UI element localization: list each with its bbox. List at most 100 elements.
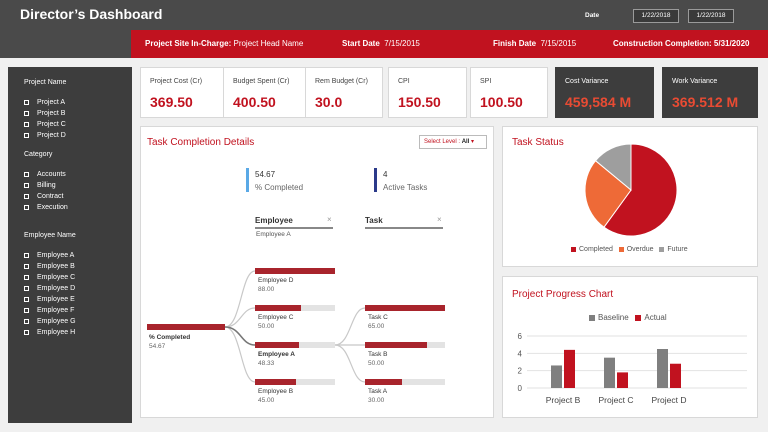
task-completion-title: Task Completion Details	[147, 137, 255, 148]
employee-option[interactable]: Employee B	[24, 263, 75, 270]
option-label: Employee F	[37, 307, 75, 314]
kpi-label: Project Cost (Cr)	[150, 78, 203, 85]
bar-actual[interactable]	[564, 349, 575, 388]
kpi-value: 369.50	[150, 94, 193, 110]
category-option[interactable]: Execution	[24, 204, 68, 211]
employee-option[interactable]: Employee H	[24, 329, 75, 336]
x-category-label: Project D	[652, 395, 687, 405]
category-option[interactable]: Billing	[24, 182, 56, 189]
task-bar[interactable]	[365, 342, 445, 348]
connector-active	[224, 326, 256, 346]
checkbox-icon	[24, 319, 29, 324]
task-label: Task C	[368, 314, 388, 321]
kpi-value: 369.512 M	[672, 94, 739, 110]
legend-label: Overdue	[626, 246, 654, 253]
kpi-cpi: CPI 150.50	[388, 67, 467, 118]
legend-swatch-actual	[635, 314, 642, 321]
connector	[334, 344, 366, 383]
checkbox-icon	[24, 172, 29, 177]
project-option[interactable]: Project A	[24, 99, 65, 106]
bar-baseline[interactable]	[551, 365, 562, 388]
project-option[interactable]: Project C	[24, 121, 66, 128]
task-status-panel: Task Status Completed Overdue Future	[502, 126, 758, 267]
employee-option[interactable]: Employee F	[24, 307, 74, 314]
option-label: Accounts	[37, 171, 66, 178]
start-date-value: 7/15/2015	[384, 39, 420, 48]
employee-option[interactable]: Employee D	[24, 285, 75, 292]
checkbox-icon	[24, 308, 29, 313]
employee-label: Employee C	[258, 314, 294, 321]
date-to-input[interactable]: 1/22/2018	[688, 9, 734, 23]
connector	[334, 307, 366, 346]
bar-fill	[365, 342, 427, 348]
kpi-spi: SPI 100.50	[470, 67, 548, 118]
employee-value: 50.00	[258, 323, 275, 330]
bar-fill	[255, 379, 296, 385]
root-bar[interactable]	[147, 324, 225, 330]
employee-label: Employee B	[258, 388, 294, 395]
employee-label: Employee A	[258, 351, 295, 358]
y-tick-label: 4	[518, 349, 523, 358]
kpi-label: SPI	[480, 78, 492, 85]
pie-slice-completed[interactable]	[603, 143, 678, 237]
bar-actual[interactable]	[617, 372, 628, 388]
x-category-label: Project C	[599, 395, 634, 405]
project-option[interactable]: Project D	[24, 132, 66, 139]
percent-completed-value: 54.67	[255, 170, 276, 179]
category-option[interactable]: Contract	[24, 193, 63, 200]
employee-bar-selected[interactable]	[255, 342, 335, 348]
kpi-value: 459,584 M	[565, 94, 632, 110]
category-heading: Category	[24, 151, 53, 158]
project-option[interactable]: Project B	[24, 110, 65, 117]
task-label: Task B	[368, 351, 388, 358]
employee-bar[interactable]	[255, 305, 335, 311]
project-progress-panel: Project Progress Chart Baseline Actual 0…	[502, 276, 758, 418]
employee-option[interactable]: Employee G	[24, 318, 76, 325]
employee-option[interactable]: Employee E	[24, 296, 75, 303]
date-from-input[interactable]: 1/22/2018	[633, 9, 679, 23]
y-tick-label: 0	[518, 384, 523, 393]
select-level-dropdown[interactable]: Select Level : All ▾	[419, 135, 487, 149]
employee-option[interactable]: Employee A	[24, 252, 74, 259]
finish-date: Finish Date 7/15/2015	[493, 39, 576, 48]
kpi-label: Cost Variance	[565, 78, 609, 85]
employee-bar[interactable]	[255, 268, 335, 274]
bar-baseline[interactable]	[657, 349, 668, 388]
task-bar[interactable]	[365, 379, 445, 385]
task-bar[interactable]	[365, 305, 445, 311]
kpi-value: 400.50	[233, 94, 276, 110]
metric-accent	[246, 168, 249, 192]
bar-baseline[interactable]	[604, 357, 615, 388]
completion-value: 5/31/2020	[713, 39, 750, 48]
option-label: Project A	[37, 99, 66, 106]
task-value: 65.00	[368, 323, 385, 330]
close-icon[interactable]: ×	[437, 215, 442, 224]
checkbox-icon	[24, 100, 29, 105]
filter-sidebar: Project Name Project A Project B Project…	[8, 67, 132, 423]
employee-value: 45.00	[258, 397, 275, 404]
employee-name-heading: Employee Name	[24, 232, 76, 239]
pie-slice-future[interactable]	[594, 143, 632, 192]
bar-legend: Baseline Actual	[589, 313, 667, 322]
kpi-value: 100.50	[480, 94, 523, 110]
kpi-label: Budget Spent (Cr)	[233, 78, 290, 85]
checkbox-icon	[24, 183, 29, 188]
employee-option[interactable]: Employee C	[24, 274, 75, 281]
close-icon[interactable]: ×	[327, 215, 332, 224]
option-label: Employee C	[37, 274, 76, 281]
connector	[224, 270, 256, 328]
percent-completed-label: % Completed	[255, 183, 304, 192]
pie-legend: Completed Overdue Future	[571, 246, 688, 253]
checkbox-icon	[24, 297, 29, 302]
pie-slice-overdue[interactable]	[584, 159, 632, 228]
employee-bar[interactable]	[255, 379, 335, 385]
option-label: Employee E	[37, 296, 75, 303]
legend-label: Completed	[579, 246, 613, 253]
category-option[interactable]: Accounts	[24, 171, 66, 178]
task-status-pie-chart	[584, 143, 678, 237]
completion-label: Construction Completion:	[613, 39, 712, 48]
checkbox-icon	[24, 111, 29, 116]
finish-date-value: 7/15/2015	[540, 39, 577, 48]
bar-actual[interactable]	[670, 363, 681, 388]
checkbox-icon	[24, 253, 29, 258]
